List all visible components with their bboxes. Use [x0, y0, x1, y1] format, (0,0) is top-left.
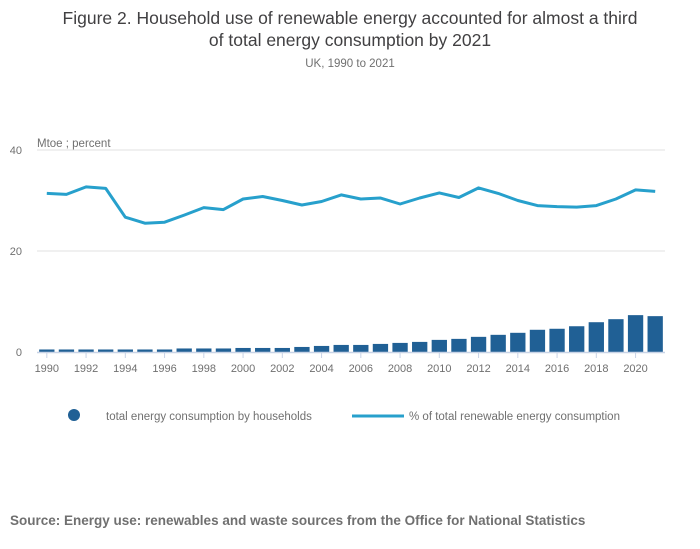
bar	[549, 328, 565, 352]
x-tick-label: 2010	[427, 363, 451, 375]
legend: total energy consumption by households %…	[68, 409, 620, 423]
y-axis-ticks: 0 20 40	[10, 145, 22, 359]
bar	[235, 347, 251, 352]
x-tick-label: 2012	[466, 363, 490, 375]
chart-title-line-1: Figure 2. Household use of renewable ene…	[62, 8, 638, 28]
bar	[431, 339, 447, 352]
x-tick-label: 2006	[349, 363, 373, 375]
bar	[412, 341, 428, 352]
x-tick-label: 2016	[545, 363, 569, 375]
bar	[196, 348, 212, 352]
x-tick-label: 1998	[192, 363, 216, 375]
bar-series	[39, 315, 663, 352]
legend-label-households: total energy consumption by households	[106, 411, 312, 423]
y-tick-label: 0	[16, 347, 22, 359]
y-tick-label: 40	[10, 145, 22, 157]
bar	[176, 348, 192, 352]
x-tick-label: 1990	[35, 363, 59, 375]
bar	[647, 316, 663, 352]
bar	[333, 344, 349, 352]
x-tick-label: 2004	[309, 363, 333, 375]
chart-subtitle: UK, 1990 to 2021	[305, 58, 395, 70]
x-axis: 1990 1992 1994 1996 1998 2000 2002 2004 2006 2008…	[35, 351, 665, 375]
bar	[608, 319, 624, 352]
bar	[372, 343, 389, 352]
x-tick-label: 2000	[231, 363, 255, 375]
bar	[215, 348, 232, 352]
chart-title: Figure 2. Household use of renewable ene…	[0, 7, 700, 51]
x-tick-label: 2020	[623, 363, 647, 375]
x-tick-label: 1996	[152, 363, 176, 375]
bar	[627, 315, 644, 352]
bar	[274, 347, 290, 352]
bar	[451, 338, 467, 352]
bar	[490, 334, 506, 352]
line-series	[46, 185, 656, 225]
bar	[137, 349, 153, 352]
legend-label-renewable-pct: % of total renewable energy consumption	[409, 411, 620, 423]
bar	[529, 329, 546, 352]
x-tick-label: 2008	[388, 363, 412, 375]
x-tick-label: 2002	[270, 363, 294, 375]
x-tick-label: 1992	[74, 363, 98, 375]
x-tick-label: 2018	[584, 363, 608, 375]
bar	[78, 349, 94, 352]
source-note: Source: Energy use: renewables and waste…	[10, 513, 586, 528]
y-tick-label: 20	[10, 246, 22, 258]
bar	[470, 336, 487, 352]
line-path	[46, 185, 656, 225]
legend-marker-households	[68, 409, 80, 421]
x-tick-label: 1994	[113, 363, 137, 375]
chart-title-line-2: of total energy consumption by 2021	[208, 30, 492, 50]
x-tick-label: 2014	[506, 363, 530, 375]
bar	[98, 349, 114, 352]
bar	[58, 349, 75, 352]
bar	[392, 342, 408, 352]
bar	[294, 346, 310, 352]
bar	[313, 345, 330, 352]
bar	[39, 349, 55, 352]
bar	[117, 349, 133, 352]
gridlines	[37, 149, 665, 252]
bar	[255, 347, 271, 352]
y-axis-label: Mtoe ; percent	[37, 138, 111, 150]
bar	[156, 349, 173, 352]
bar	[588, 322, 604, 352]
bar	[569, 326, 585, 352]
bar	[510, 332, 526, 352]
bar	[353, 344, 369, 352]
